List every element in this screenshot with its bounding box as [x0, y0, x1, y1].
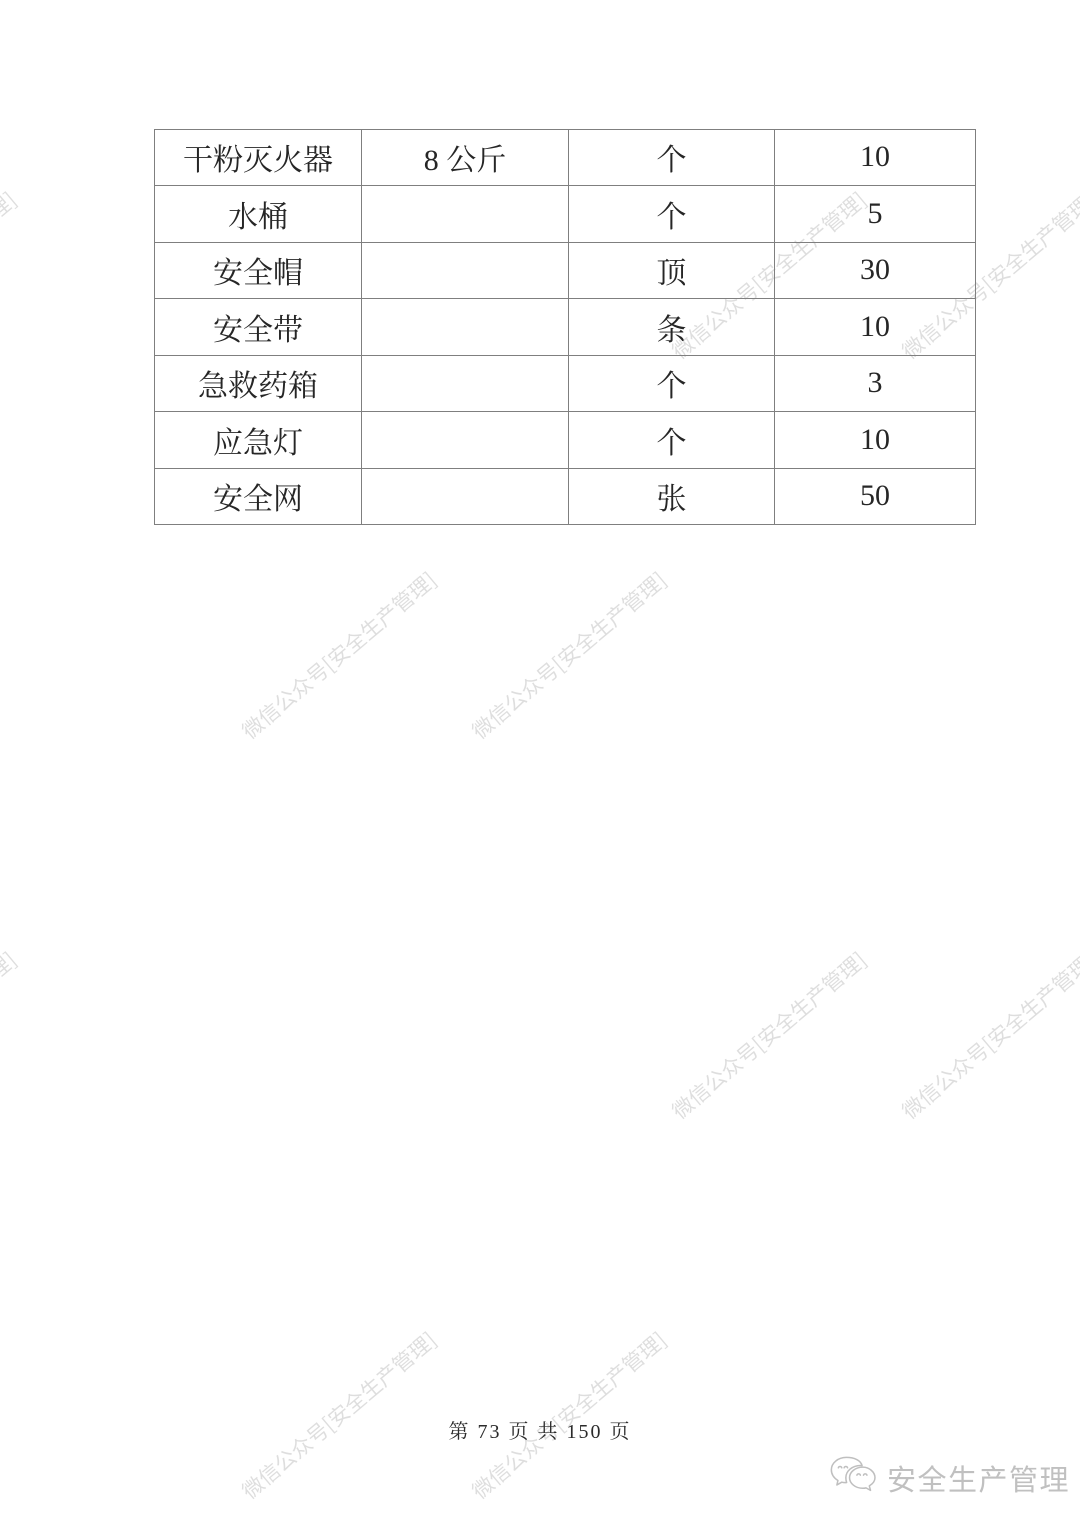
svg-text:微信公众号[安全生产管理]: 微信公众号[安全生产管理]	[0, 185, 22, 366]
svg-text:微信公众号[安全生产管理]: 微信公众号[安全生产管理]	[665, 945, 872, 1126]
svg-text:微信公众号[安全生产管理]: 微信公众号[安全生产管理]	[895, 945, 1080, 1126]
svg-text:微信公众号[安全生产管理]: 微信公众号[安全生产管理]	[465, 565, 672, 746]
svg-text:微信公众号[安全生产管理]: 微信公众号[安全生产管理]	[235, 565, 442, 746]
svg-text:微信公众号[安全生产管理]: 微信公众号[安全生产管理]	[0, 945, 22, 1126]
